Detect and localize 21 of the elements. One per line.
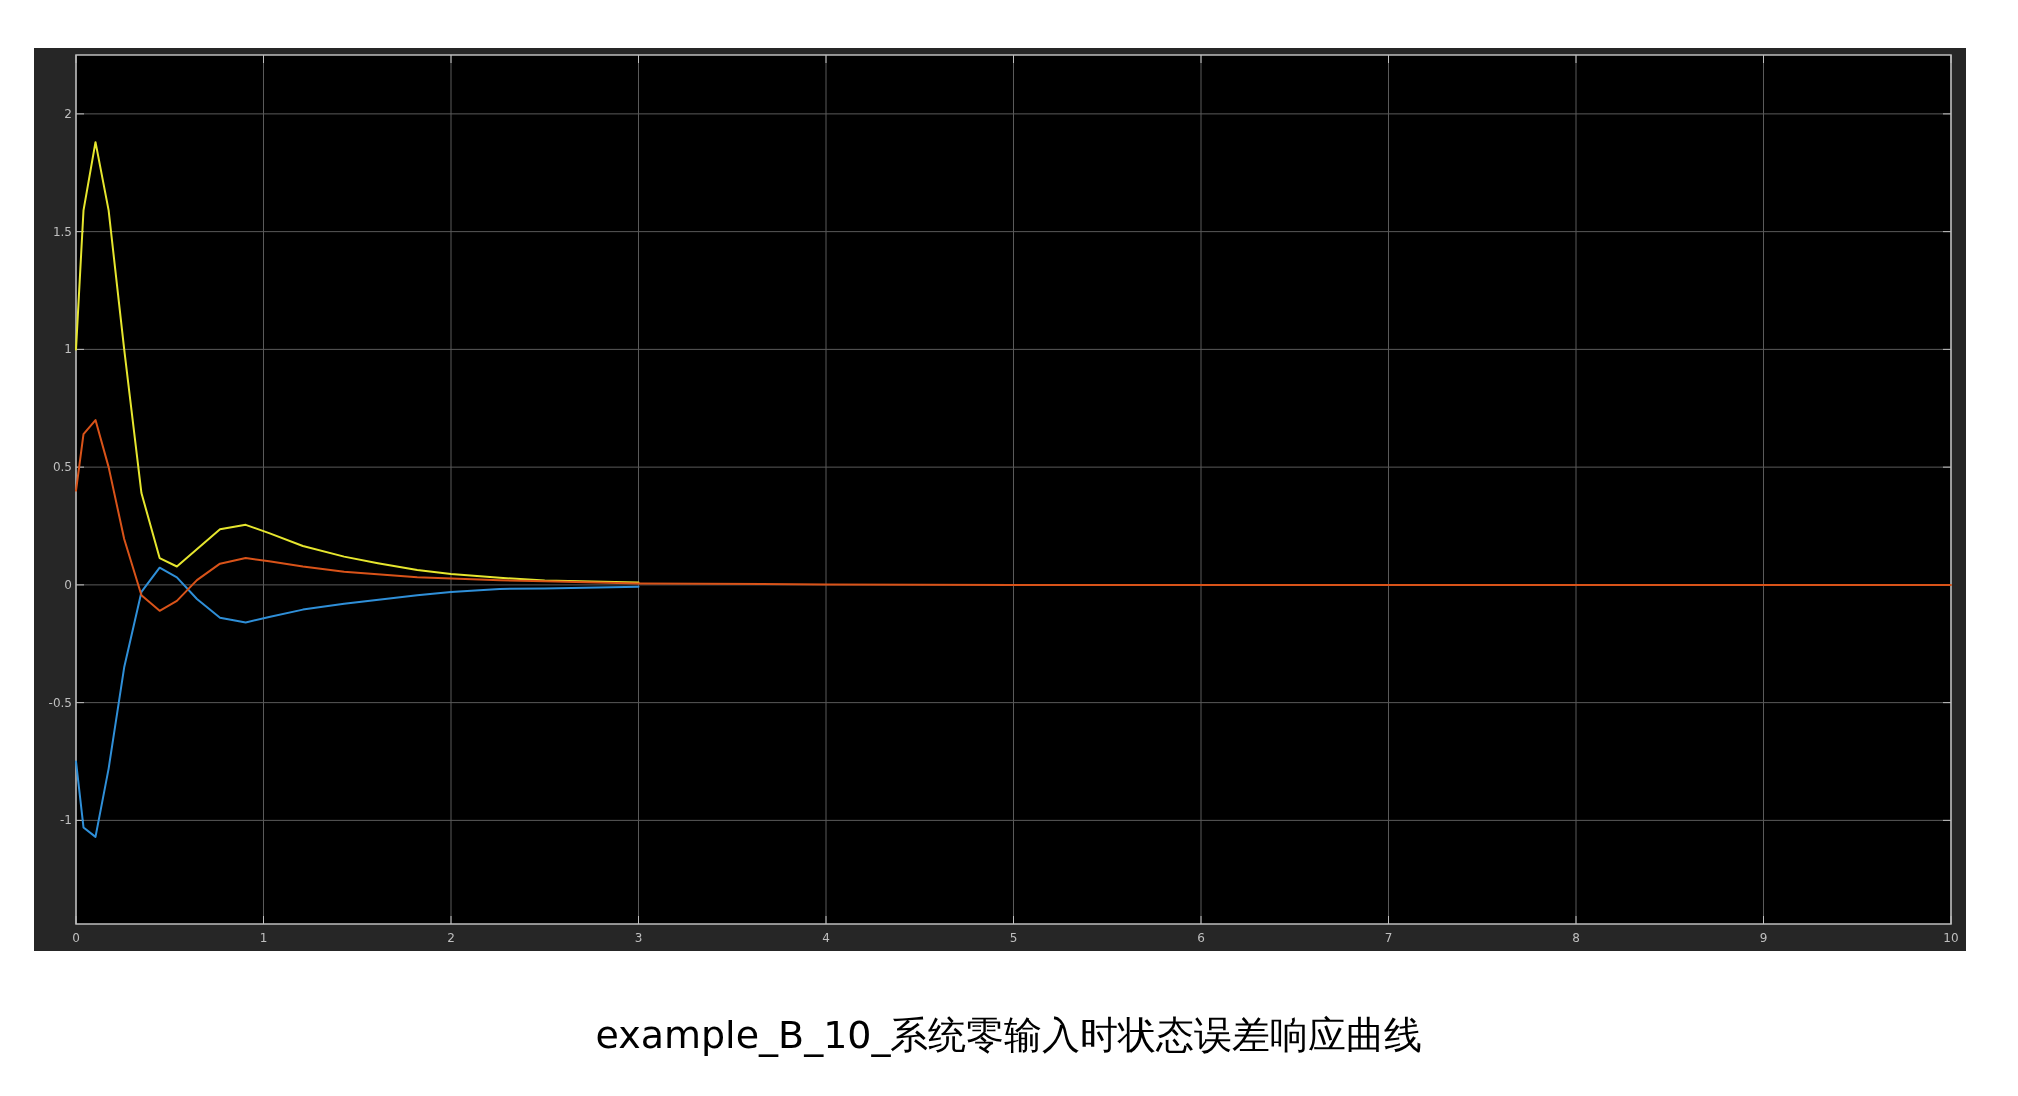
x-tick-label: 3 [634, 931, 643, 945]
x-tick-label: 9 [1759, 931, 1768, 945]
text: example_B_10_系统零输入时状态误差响应曲线 [595, 1013, 1423, 1057]
line-series [75, 141, 640, 584]
x-tick-label: 5 [1009, 931, 1018, 945]
x-tick-label: 1 [259, 931, 268, 945]
y-tick-label: 1 [64, 342, 72, 357]
y-tick-label: -1 [60, 813, 72, 828]
x-tick-label: 6 [1197, 931, 1205, 945]
y-tick-label: -0.5 [48, 695, 72, 710]
x-tick-label: 7 [1384, 931, 1393, 945]
line-series [75, 566, 640, 838]
x-tick-label: 4 [822, 931, 830, 945]
x-tick-label: 10 [1943, 931, 1959, 945]
x-tick-label: 8 [1572, 931, 1580, 945]
x-tick-label: 2 [447, 931, 455, 945]
y-tick-label: 0 [64, 577, 72, 592]
line-series [75, 419, 1952, 612]
y-tick-label: 1.5 [52, 224, 72, 239]
y-tick-label: 0.5 [52, 460, 72, 475]
y-tick-label: 2 [64, 106, 72, 121]
